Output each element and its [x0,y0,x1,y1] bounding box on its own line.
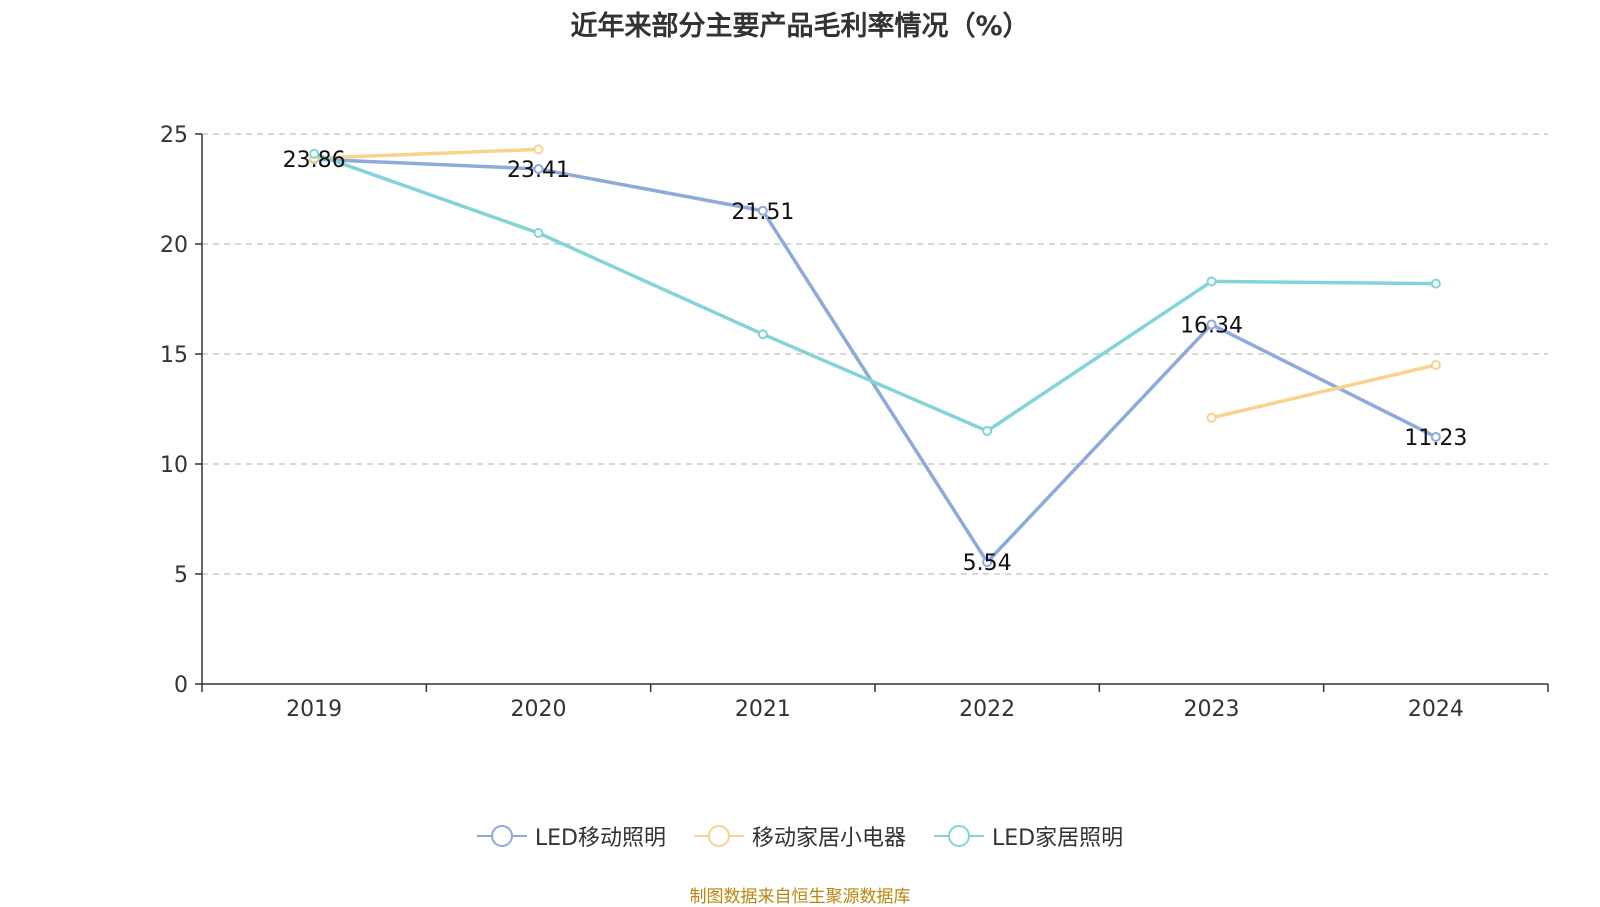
legend-item[interactable]: LED家居照明 [934,820,1123,852]
legend-label: 移动家居小电器 [751,826,906,851]
y-tick-label: 5 [174,563,188,588]
legend-marker [948,825,970,847]
y-tick-label: 20 [160,233,188,258]
data-point [982,426,993,436]
data-point [533,144,544,155]
data-point [1206,276,1217,287]
chart-title: 近年来部分主要产品毛利率情况（%） [570,11,1030,42]
legend-item[interactable]: 移动家居小电器 [693,820,906,852]
data-point [1206,319,1217,330]
data-point [757,205,768,216]
data-point [982,557,993,568]
axes: 0 5 10 15 20 25 2019 2020 2021 2022 2023 2024 [160,123,1549,722]
data-point [309,148,320,159]
data-label: 23.86 [283,148,346,173]
y-tick-label: 15 [160,343,188,368]
data-point [1430,360,1441,370]
data-label: 16.34 [1180,314,1243,339]
legend: LED移动照明 移动家居小电器 LED家居照明 [0,820,1600,852]
x-tick-label: 2024 [1408,697,1464,722]
series-line [313,152,1436,433]
legend-swatch [476,821,527,851]
y-tick-label: 10 [160,453,188,478]
data-label: 11.23 [1404,426,1467,451]
legend-swatch [693,821,744,851]
y-tick-label: 25 [160,123,188,148]
y-tick-label: 0 [174,673,188,698]
legend-label: LED家居照明 [992,826,1124,851]
legend-swatch [934,821,984,851]
x-tick-label: 2020 [511,697,567,722]
data-labels: 23.86 23.41 21.51 5.54 16.34 11.23 [283,148,1468,576]
data-point [757,329,768,340]
x-tick-label: 2023 [1184,697,1240,722]
x-tick-label: 2022 [959,697,1015,722]
legend-marker [490,825,513,847]
series-line [314,157,1437,564]
data-point [533,228,544,238]
x-tick-label: 2019 [286,697,342,722]
data-point [1430,431,1441,442]
legend-label: LED移动照明 [534,826,666,851]
x-tick-label: 2021 [735,697,791,722]
data-label: 21.51 [731,200,794,225]
data-point [1430,278,1441,289]
source-note: 制图数据来自恒生聚源数据库 [689,887,911,907]
series-line [314,147,539,160]
grid-lines [202,133,1548,575]
data-point [533,163,544,174]
data-point [1206,412,1217,423]
series-line [1211,363,1437,420]
series-lines [309,144,1441,568]
legend-item[interactable]: LED移动照明 [476,820,666,852]
data-label: 5.54 [963,551,1012,576]
legend-marker [707,825,730,847]
data-label: 23.41 [507,158,570,183]
